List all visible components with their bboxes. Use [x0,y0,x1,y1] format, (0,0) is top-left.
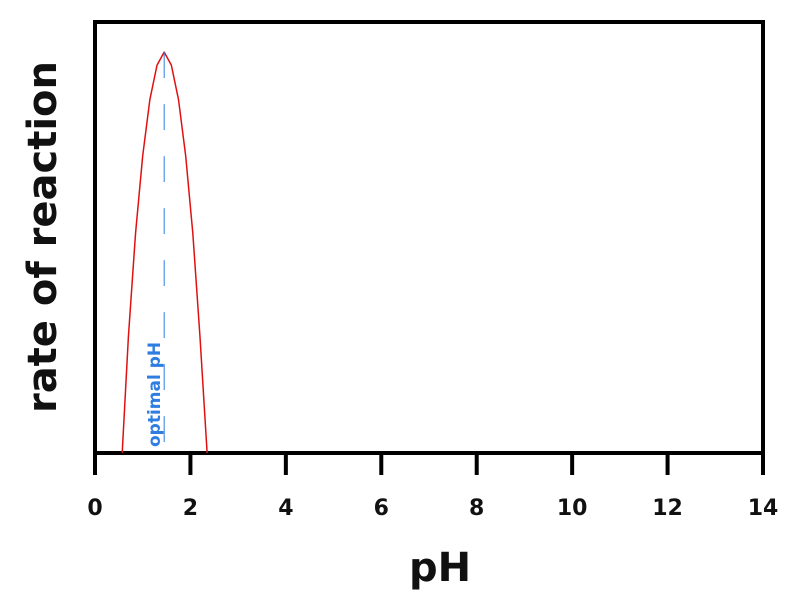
x-axis-label: pH [409,545,471,591]
annotation: optimal pH [145,342,165,447]
y-axis-label: rate of reaction [20,61,66,413]
x-tick-label: 10 [557,496,588,521]
x-tick-label: 12 [652,496,683,521]
x-tick-label: 8 [469,496,484,521]
x-tick-label: 6 [374,496,389,521]
x-tick-label: 0 [87,496,102,521]
x-tick-label: 2 [183,496,198,521]
x-tick-label: 14 [748,496,779,521]
x-tick-label: 4 [278,496,293,521]
plot-frame [93,20,765,455]
